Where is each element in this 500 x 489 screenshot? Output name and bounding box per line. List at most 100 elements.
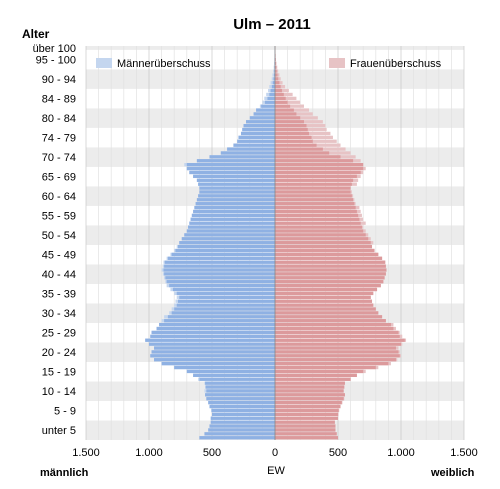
female-bar [275, 322, 391, 327]
female-bar [275, 159, 354, 163]
male-bar [171, 311, 275, 315]
age-group-label: 60 - 64 [42, 191, 76, 203]
male-bar [195, 202, 275, 206]
age-group-label: 65 - 69 [42, 172, 76, 184]
male-bar [186, 166, 275, 171]
female-bar [275, 400, 342, 405]
male-bar [196, 178, 275, 182]
female-bar [275, 174, 357, 179]
female-bar [275, 342, 401, 346]
female-bar [275, 131, 310, 136]
age-group-label: 5 - 9 [54, 406, 76, 418]
male-bar [212, 412, 275, 416]
female-bar [275, 143, 317, 147]
legend-male-label: Männerüberschuss [117, 58, 211, 70]
male-bar [210, 416, 275, 420]
male-excess-bar [273, 65, 275, 69]
male-excess-bar [273, 69, 275, 73]
male-bar [167, 256, 275, 260]
female-bar [275, 350, 399, 354]
male-bar [145, 338, 275, 342]
female-bar [275, 198, 354, 202]
age-group-label: 10 - 14 [42, 386, 76, 398]
female-bar [275, 307, 376, 311]
female-bar [275, 202, 355, 206]
female-bar [275, 147, 323, 151]
male-bar [199, 186, 275, 190]
male-bar [163, 268, 275, 272]
age-group-label: 74 - 79 [42, 133, 76, 145]
male-bar [237, 139, 275, 143]
female-bar [275, 81, 280, 85]
female-bar [275, 112, 297, 116]
male-bar [159, 322, 275, 327]
male-bar [186, 163, 275, 167]
male-bar [172, 287, 275, 292]
female-bar [275, 69, 277, 73]
male-bar [151, 330, 275, 335]
female-bar [275, 361, 389, 366]
male-bar [199, 436, 275, 440]
female-bar [275, 163, 364, 167]
female-bar [275, 104, 291, 108]
female-bar [275, 85, 281, 89]
female-bar [275, 358, 396, 362]
male-bar [191, 213, 275, 218]
male-bar [169, 283, 275, 288]
female-bar [275, 244, 373, 249]
male-bar [242, 127, 275, 132]
female-bar [275, 209, 357, 214]
female-bar [275, 166, 364, 171]
age-group-label: 80 - 84 [42, 113, 76, 125]
male-bar [174, 365, 275, 370]
female-bar [275, 381, 345, 385]
legend-female-swatch [329, 58, 345, 68]
female-bar [275, 213, 359, 218]
female-bar [275, 108, 294, 112]
female-bar [275, 338, 405, 342]
male-bar [164, 260, 275, 264]
male-bar [233, 143, 275, 147]
age-group-label: 70 - 74 [42, 152, 76, 164]
male-bar [253, 112, 275, 116]
chart-title: Ulm – 2011 [233, 16, 311, 33]
legend-male: Männerüberschuss [96, 58, 211, 70]
right-side-label: weiblich [430, 467, 475, 479]
male-bar [246, 120, 275, 124]
male-bar [220, 151, 275, 155]
male-bar [243, 124, 275, 128]
female-bar [275, 139, 313, 143]
x-axis-label: EW [267, 465, 285, 477]
age-group-label: über 100 [33, 43, 76, 55]
x-tick-label: 0 [272, 447, 278, 459]
legend-female-label: Frauenüberschuss [350, 58, 442, 70]
female-bar [275, 424, 336, 428]
female-bar [275, 182, 352, 186]
male-bar [270, 88, 275, 93]
age-group-label: 20 - 24 [42, 347, 76, 359]
age-group-label: 45 - 49 [42, 250, 76, 262]
legend-male-swatch [96, 58, 112, 68]
female-bar [275, 186, 351, 190]
female-bar [275, 233, 366, 237]
age-group-label: 15 - 19 [42, 367, 76, 379]
male-bar [249, 116, 275, 120]
male-bar [164, 264, 275, 268]
female-bar [275, 319, 386, 323]
female-bar [275, 260, 386, 264]
left-side-label: männlich [40, 467, 89, 479]
female-bar [275, 73, 278, 77]
x-tick-label: 500 [329, 447, 347, 459]
female-bar [275, 369, 364, 374]
male-bar [198, 182, 275, 186]
female-bar [275, 264, 386, 268]
male-bar [177, 244, 275, 249]
male-bar [193, 209, 275, 214]
male-bar [156, 326, 275, 331]
female-bar [275, 280, 384, 284]
female-bar [275, 330, 399, 335]
male-bar [189, 221, 275, 225]
male-excess-bar [271, 77, 275, 81]
male-bar [199, 190, 275, 194]
age-group-label: 95 - 100 [36, 55, 76, 67]
